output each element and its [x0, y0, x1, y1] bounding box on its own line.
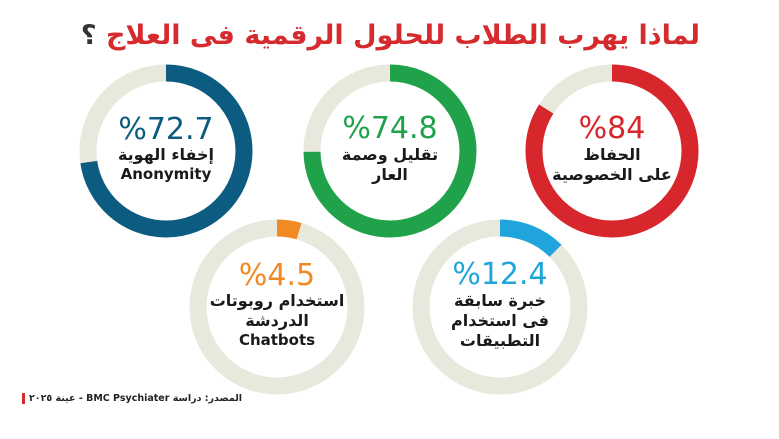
percent-label-experience: %12.4 — [452, 257, 548, 292]
donut-arc-privacy — [525, 64, 699, 238]
donut-label-experience: %12.4 خبرة سابقة فى استخدام التطبيقات — [425, 259, 575, 351]
title-text: لماذا يهرب الطلاب للحلول الرقمية فى العل… — [105, 20, 700, 51]
english-label-anonymity: Anonymity — [120, 165, 212, 183]
category-label-stigma-0: تقليل وصمة — [341, 144, 439, 164]
percent-label-chatbots: %4.5 — [238, 257, 316, 293]
category-label-experience-0: خبرة سابقة — [454, 290, 546, 310]
percent-label-stigma: %74.8 — [342, 111, 438, 146]
donut-arc-anonymity — [79, 64, 253, 238]
donut-arc-stigma — [303, 64, 477, 238]
title-question-mark: ؟ — [80, 20, 97, 51]
donut-label-stigma: %74.8 تقليل وصمة العار — [315, 113, 465, 185]
chart-title: لماذا يهرب الطلاب للحلول الرقمية فى العل… — [81, 20, 700, 51]
donut-arc-chatbots — [189, 219, 365, 395]
category-label-experience-1: فى استخدام — [451, 310, 549, 330]
donut-label-anonymity: %72.7 إخفاء الهوية Anonymity — [91, 111, 241, 185]
category-label-stigma-1: العار — [372, 164, 408, 184]
category-label-chatbots-0: استخدام روبوتات — [209, 291, 345, 310]
category-label-privacy-1: على الخصوصية — [552, 164, 672, 184]
percent-label-anonymity: %72.7 — [118, 111, 214, 147]
percent-label-privacy: %84 — [578, 111, 646, 146]
category-label-anonymity-0: إخفاء الهوية — [117, 145, 215, 164]
donut-arc-experience — [412, 219, 588, 395]
category-label-privacy-0: الحفاظ — [583, 144, 641, 164]
source-note: المصدر: دراسة BMC Psychiater - عينة ٢٠٢٥ — [22, 393, 242, 404]
donut-label-privacy: %84 الحفاظ على الخصوصية — [537, 113, 687, 185]
donut-label-chatbots: %4.5 استخدام روبوتات الدردشة Chatbots — [202, 257, 352, 351]
category-label-experience-2: التطبيقات — [459, 330, 541, 350]
english-label-chatbots: Chatbots — [238, 331, 316, 349]
category-label-chatbots-1: الدردشة — [245, 311, 309, 330]
